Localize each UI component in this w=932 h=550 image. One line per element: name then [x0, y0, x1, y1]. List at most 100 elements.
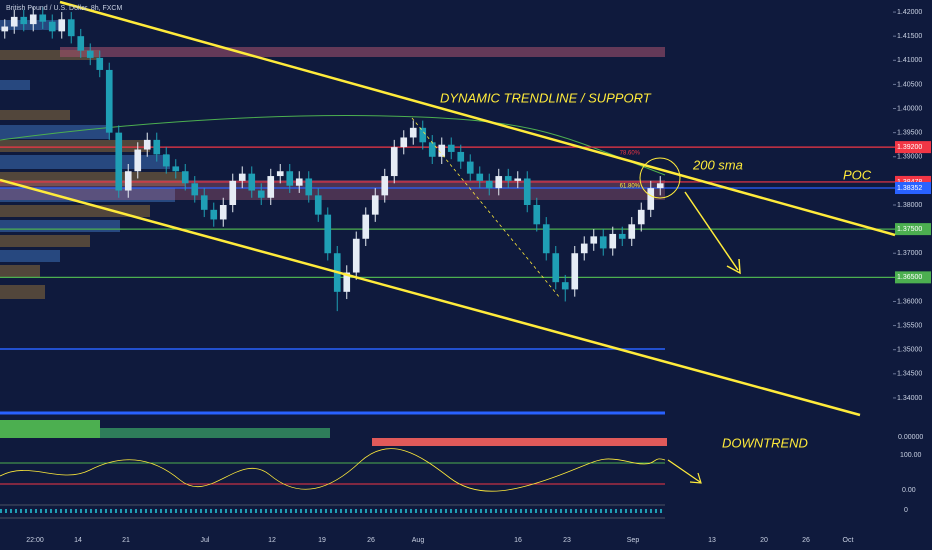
- x-tick-label: 13: [708, 537, 716, 544]
- candle-body: [134, 149, 142, 172]
- candle-body: [48, 21, 56, 32]
- candle-body: [86, 50, 94, 58]
- x-tick-label: Aug: [412, 537, 425, 544]
- candle-body: [286, 171, 294, 186]
- price-label-box: [895, 182, 931, 195]
- candle-body: [552, 253, 560, 283]
- indicator-label: 0: [904, 507, 908, 514]
- candle-body: [181, 171, 189, 184]
- fib-label: 61.80%: [620, 184, 641, 190]
- candle-body: [447, 144, 455, 152]
- candle-body: [409, 127, 417, 138]
- trendline-upper: [59, 0, 896, 237]
- chart-title: British Pound / U.S. Dollar, 8h, FXCM: [6, 5, 122, 12]
- y-tick-label: 1.39500: [897, 129, 922, 136]
- candle-body: [419, 127, 427, 143]
- candle-body: [495, 176, 503, 189]
- x-tick-label: Jul: [201, 537, 210, 544]
- candle-body: [210, 209, 218, 220]
- candle-body: [96, 57, 104, 70]
- x-tick-label: 23: [563, 537, 571, 544]
- indicator-label: 0.00000: [898, 434, 923, 441]
- y-tick-label: 1.38000: [897, 202, 922, 209]
- x-tick-label: 21: [122, 537, 130, 544]
- candle-body: [599, 236, 607, 249]
- candle-body: [1, 26, 9, 32]
- candle-body: [143, 139, 151, 150]
- fib-line: [411, 117, 561, 299]
- x-tick-label: 22:00: [26, 537, 44, 544]
- candle-body: [428, 142, 436, 157]
- y-tick-label: 1.40500: [897, 81, 922, 88]
- candle-body: [628, 224, 636, 239]
- candle-body: [238, 173, 246, 181]
- x-tick-label: 19: [318, 537, 326, 544]
- candle-body: [637, 209, 645, 225]
- candle-body: [523, 178, 531, 205]
- candle-body: [276, 171, 284, 177]
- price-label-box: [895, 223, 931, 236]
- annotation: DOWNTREND: [722, 435, 808, 450]
- indicator-label: 100.00: [900, 452, 922, 459]
- candle-body: [172, 166, 180, 172]
- candle-body: [438, 144, 446, 157]
- candle-body: [457, 151, 465, 162]
- x-tick-label: Oct: [843, 537, 854, 544]
- candle-body: [162, 154, 170, 167]
- annotation: 200 sma: [692, 157, 743, 172]
- candle-body: [400, 137, 408, 148]
- candle-body: [362, 214, 370, 239]
- candle-body: [267, 176, 275, 198]
- candle-body: [343, 272, 351, 292]
- highlight-circle: [639, 157, 681, 199]
- y-tick-label: 1.40000: [897, 105, 922, 112]
- candle-body: [609, 233, 617, 249]
- candle-body: [295, 178, 303, 186]
- candle-body: [58, 19, 66, 32]
- price-label-box: [895, 271, 931, 284]
- x-tick-label: Sep: [627, 537, 640, 544]
- indicator-panels: [0, 420, 667, 519]
- price-label: 1.39200: [897, 144, 922, 151]
- candle-body: [485, 180, 493, 189]
- candle-body: [571, 253, 579, 290]
- candle-body: [105, 69, 113, 133]
- candle-body: [153, 139, 161, 155]
- candle-body: [314, 195, 322, 215]
- candle-body: [257, 190, 265, 198]
- y-tick-label: 1.34000: [897, 395, 922, 402]
- candle-body: [29, 14, 37, 25]
- y-tick-label: 1.39000: [897, 154, 922, 161]
- candle-body: [20, 16, 28, 25]
- candle-body: [10, 16, 18, 27]
- x-tick-label: 14: [74, 537, 82, 544]
- candle-body: [590, 236, 598, 244]
- y-tick-label: 1.35500: [897, 322, 922, 329]
- annotation: POC: [843, 167, 872, 182]
- candle-body: [371, 195, 379, 215]
- fib-label: 78.60%: [620, 151, 641, 157]
- candle-body: [305, 178, 313, 196]
- poc-zone: [0, 180, 665, 200]
- y-tick-label: 1.41500: [897, 33, 922, 40]
- candle-body: [200, 195, 208, 210]
- candle-body: [352, 238, 360, 273]
- y-tick-label: 1.34500: [897, 371, 922, 378]
- candle-body: [618, 233, 626, 239]
- candle-body: [647, 188, 655, 210]
- indicator-label: 0.00: [902, 487, 916, 494]
- candle-body: [248, 173, 256, 191]
- candle-body: [656, 183, 664, 189]
- candle-body: [533, 205, 541, 225]
- candle-body: [115, 132, 123, 191]
- candle-body: [67, 19, 75, 37]
- sma-200: [0, 115, 666, 176]
- candle-body: [514, 178, 522, 181]
- y-tick-label: 1.37000: [897, 250, 922, 257]
- candle-body: [476, 173, 484, 181]
- candle-body: [229, 180, 237, 205]
- x-tick-label: 16: [514, 537, 522, 544]
- x-tick-label: 12: [268, 537, 276, 544]
- candle-body: [219, 205, 227, 220]
